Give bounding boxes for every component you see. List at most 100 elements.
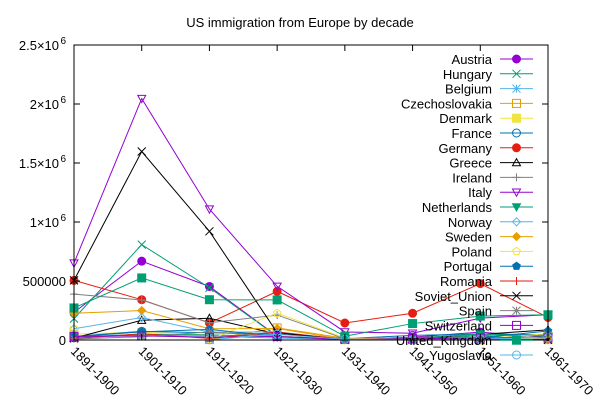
legend-marker [512,291,521,301]
legend-entry: Yugoslavia [429,348,533,363]
legend-label: Poland [452,244,492,259]
data-point [205,226,214,236]
data-point [272,286,282,296]
legend-label: Netherlands [422,200,493,215]
data-point [272,308,282,317]
legend-marker [511,217,522,227]
legend-marker [512,98,521,108]
legend-label: Greece [449,156,492,171]
data-point [205,283,214,293]
legend-marker [511,188,522,198]
data-point [475,311,485,321]
legend-label: Belgium [445,82,492,97]
legend-label: Soviet_Union [415,289,492,304]
legend-entry: Romania [440,274,533,289]
legend-label: Austria [452,52,493,67]
legend-label: Switzerland [425,318,492,333]
legend-label: Ireland [452,170,492,185]
data-point [137,295,146,304]
legend-marker [512,143,521,153]
data-point [204,281,214,291]
legend-entry: Poland [452,244,533,259]
legend-entry: France [452,126,533,141]
data-point [137,312,147,323]
legend-marker [511,231,522,242]
series-line [73,277,549,337]
legend-entry: Ireland [452,170,533,185]
legend-marker [511,157,522,167]
data-point [408,308,418,318]
legend-marker [512,54,521,64]
series-line [73,97,549,334]
data-point [272,295,282,305]
legend-label: Norway [448,215,493,230]
legend-marker [512,246,521,256]
legend-marker [511,203,522,213]
data-point [137,273,147,283]
y-tick-label: 1×10 [30,215,59,230]
legend-entry: Switzerland [425,318,533,333]
y-tick-label: 500000 [23,274,66,289]
legend-marker [512,261,521,270]
x-tick-label: 1961-1970 [542,344,597,399]
legend-label: Germany [439,141,493,156]
data-point [137,240,147,249]
legend-label: Italy [468,185,492,200]
data-point [407,329,418,339]
x-tick-label: 1901-1910 [136,344,191,399]
legend-entry: Germany [439,141,533,156]
y-tick-exponent: 6 [60,154,66,165]
chart-title: US immigration from Europe by decade [186,15,414,30]
y-tick-exponent: 6 [60,36,66,47]
data-point [272,282,282,292]
legend-entry: Sweden [445,230,533,245]
legend-entry: Soviet_Union [415,289,533,304]
data-point [137,256,147,266]
legend-label: Denmark [439,111,492,126]
legend-entry: United_Kingdom [396,333,533,348]
y-tick-label: 1.5×10 [19,156,59,171]
y-tick-label: 2.5×10 [19,38,59,53]
legend-entry: Norway [448,215,533,230]
legend-label: Yugoslavia [429,348,493,363]
legend-marker [512,113,521,123]
data-point [137,147,147,156]
data-point [136,94,147,104]
legend-label: Hungary [443,67,493,82]
legend-entry: Czechoslovakia [401,96,533,111]
legend-label: United_Kingdom [396,333,492,348]
y-tick-label: 0 [59,333,66,348]
y-tick-exponent: 6 [60,213,66,224]
data-point [204,332,214,342]
legend-marker [512,173,521,182]
legend-label: Sweden [445,230,492,245]
data-point [204,295,214,305]
legend-entry: Spain [459,304,533,319]
data-point [475,279,485,289]
x-tick-label: 1931-1940 [339,344,394,399]
legend-marker [512,350,521,360]
legend-entry: Hungary [443,67,533,82]
data-point [137,305,147,316]
legend-marker [512,277,521,285]
legend-label: Portugal [444,259,493,274]
legend-marker [512,320,521,330]
legend-label: France [452,126,492,141]
data-point [408,319,418,329]
legend-marker [512,335,521,345]
y-tick-exponent: 6 [60,95,66,106]
legend-label: Spain [459,304,492,319]
legend-label: Romania [440,274,493,289]
x-tick-label: 1911-1920 [203,344,257,398]
x-tick-label: 1921-1930 [271,344,326,399]
legend-label: Czechoslovakia [401,96,493,111]
legend-marker [512,128,521,138]
series-line [73,293,549,340]
plot-border [73,44,549,341]
legend-entry: Greece [449,156,533,171]
legend-entry: Austria [452,52,533,67]
legend-marker [512,69,521,79]
data-point [204,205,215,215]
series-line [73,335,549,340]
